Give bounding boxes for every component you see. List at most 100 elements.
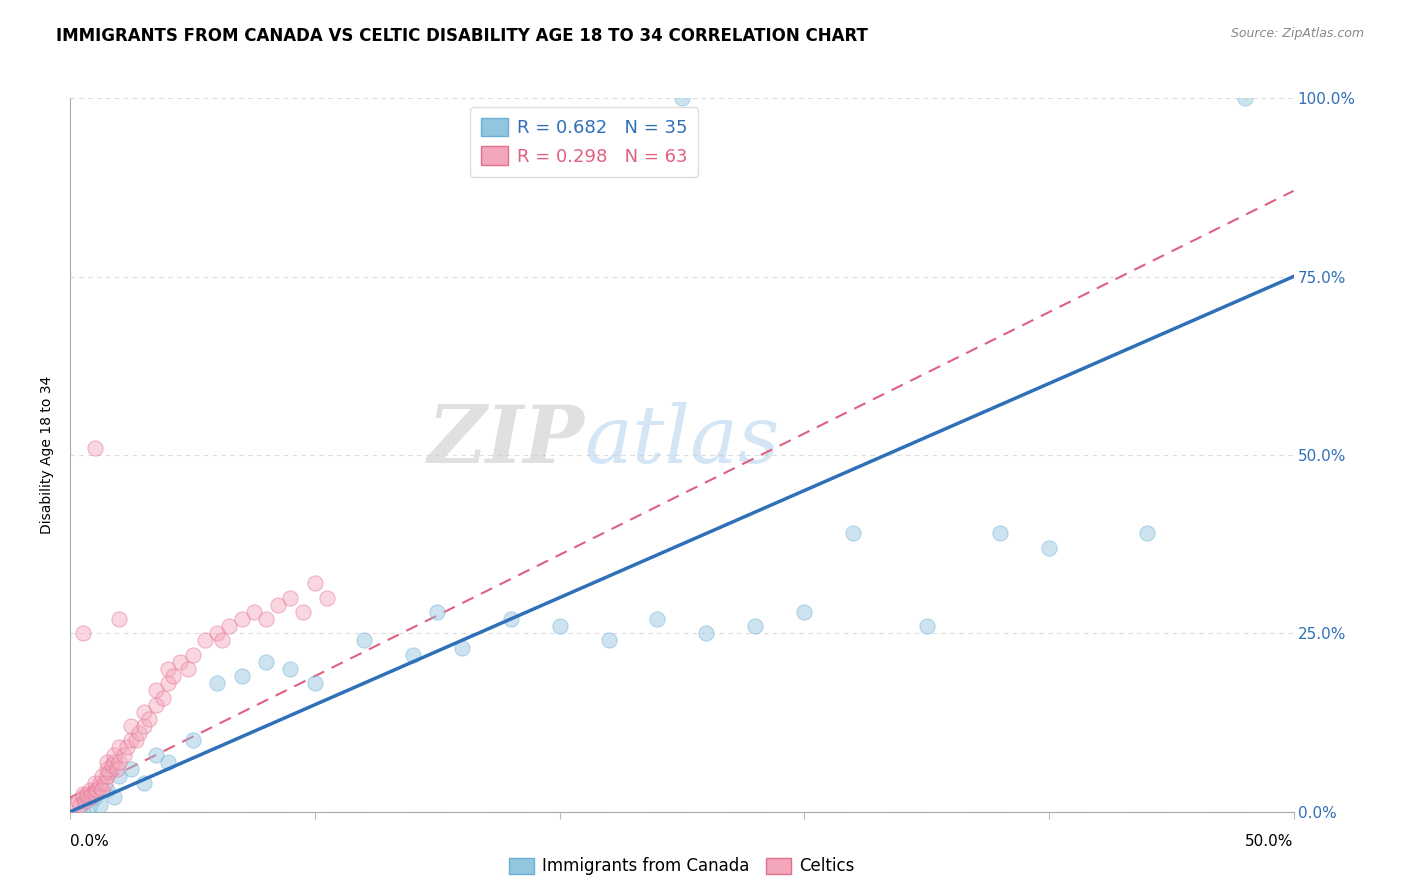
Point: [73, 794, 96, 808]
Point: [145, 683, 167, 698]
Point: [105, 762, 128, 776]
Point: [103, 755, 125, 769]
Point: [152, 690, 174, 705]
Point: [304, 576, 326, 591]
Point: [793, 605, 815, 619]
Text: atlas: atlas: [583, 402, 779, 479]
Point: [83, 783, 105, 797]
Point: [157, 676, 180, 690]
Point: [842, 526, 865, 541]
Point: [66, 794, 89, 808]
Text: 50.0%: 50.0%: [1246, 834, 1294, 849]
Point: [231, 669, 253, 683]
Point: [72, 790, 94, 805]
Point: [96, 755, 118, 769]
Point: [108, 612, 131, 626]
Point: [548, 619, 571, 633]
Point: [280, 662, 302, 676]
Point: [125, 733, 148, 747]
Point: [103, 747, 125, 762]
Point: [76, 790, 98, 805]
Point: [112, 747, 135, 762]
Point: [79, 797, 101, 812]
Point: [108, 740, 131, 755]
Point: [695, 626, 717, 640]
Point: [181, 648, 204, 662]
Point: [98, 765, 121, 780]
Point: [915, 619, 938, 633]
Point: [96, 769, 118, 783]
Point: [86, 783, 108, 797]
Point: [121, 733, 143, 747]
Point: [72, 787, 94, 801]
Point: [426, 605, 449, 619]
Point: [157, 662, 180, 676]
Point: [69, 797, 91, 812]
Point: [316, 591, 339, 605]
Point: [231, 612, 253, 626]
Text: ZIP: ZIP: [427, 402, 583, 479]
Point: [291, 605, 314, 619]
Point: [145, 747, 167, 762]
Point: [96, 762, 118, 776]
Point: [1136, 526, 1159, 541]
Point: [115, 740, 138, 755]
Point: [82, 787, 104, 801]
Point: [162, 669, 184, 683]
Point: [89, 797, 111, 812]
Point: [267, 598, 290, 612]
Point: [353, 633, 375, 648]
Point: [598, 633, 620, 648]
Point: [744, 619, 766, 633]
Point: [93, 776, 115, 790]
Point: [101, 758, 124, 772]
Point: [647, 612, 669, 626]
Point: [211, 633, 233, 648]
Point: [243, 605, 266, 619]
Point: [254, 612, 277, 626]
Point: [79, 783, 101, 797]
Text: Source: ZipAtlas.com: Source: ZipAtlas.com: [1230, 27, 1364, 40]
Point: [83, 787, 105, 801]
Point: [121, 762, 143, 776]
Point: [72, 626, 94, 640]
Point: [108, 755, 131, 769]
Point: [671, 91, 693, 105]
Point: [181, 733, 204, 747]
Point: [76, 787, 98, 801]
Point: [205, 676, 228, 690]
Point: [72, 801, 94, 815]
Point: [91, 783, 114, 797]
Y-axis label: Disability Age 18 to 34: Disability Age 18 to 34: [41, 376, 55, 534]
Point: [83, 776, 105, 790]
Point: [145, 698, 167, 712]
Point: [177, 662, 200, 676]
Point: [63, 797, 86, 812]
Point: [132, 719, 155, 733]
Point: [108, 769, 131, 783]
Point: [402, 648, 425, 662]
Legend: Immigrants from Canada, Celtics: Immigrants from Canada, Celtics: [502, 851, 862, 882]
Point: [89, 776, 111, 790]
Point: [205, 626, 228, 640]
Point: [138, 712, 160, 726]
Point: [169, 655, 191, 669]
Point: [280, 591, 302, 605]
Point: [128, 726, 150, 740]
Point: [103, 790, 125, 805]
Point: [132, 776, 155, 790]
Point: [450, 640, 472, 655]
Point: [91, 769, 114, 783]
Point: [89, 780, 111, 794]
Point: [96, 783, 118, 797]
Point: [499, 612, 522, 626]
Point: [157, 755, 180, 769]
Point: [194, 633, 217, 648]
Point: [218, 619, 240, 633]
Point: [83, 441, 105, 455]
Point: [254, 655, 277, 669]
Point: [83, 790, 105, 805]
Point: [132, 705, 155, 719]
Point: [1233, 91, 1256, 105]
Text: 0.0%: 0.0%: [70, 834, 110, 849]
